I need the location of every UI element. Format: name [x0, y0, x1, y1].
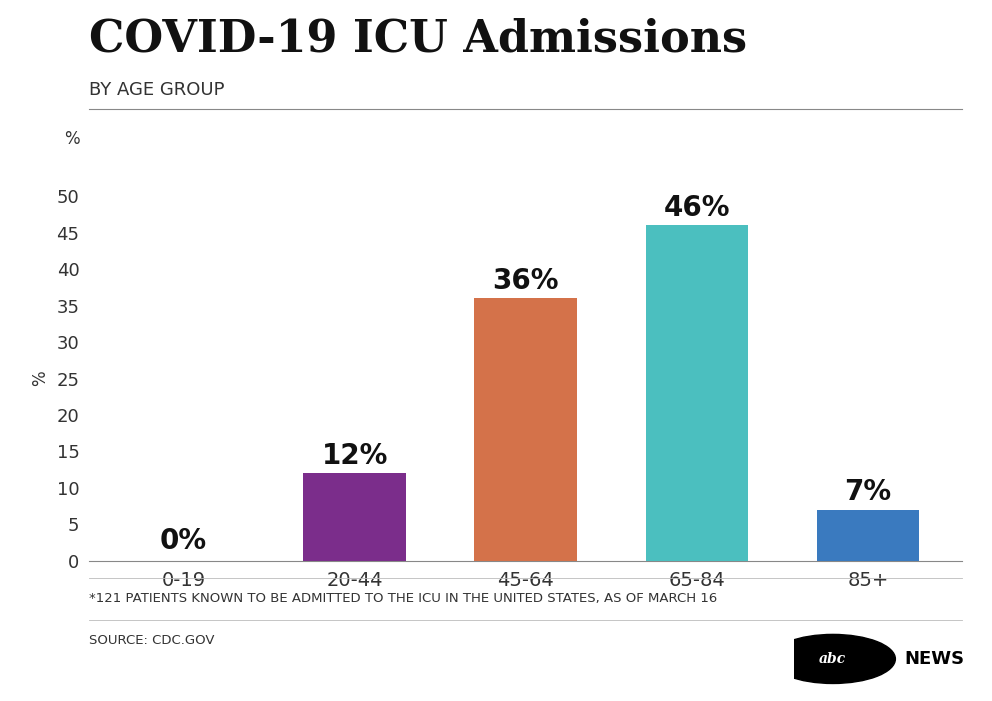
Text: BY AGE GROUP: BY AGE GROUP [89, 81, 225, 99]
Text: *121 PATIENTS KNOWN TO BE ADMITTED TO THE ICU IN THE UNITED STATES, AS OF MARCH : *121 PATIENTS KNOWN TO BE ADMITTED TO TH… [89, 592, 717, 606]
Text: COVID-19 ICU Admissions: COVID-19 ICU Admissions [89, 18, 747, 60]
Text: 46%: 46% [664, 193, 730, 222]
Bar [474, 299, 577, 561]
Text: 36%: 36% [492, 266, 559, 294]
Bar [304, 473, 406, 561]
Text: abc: abc [819, 652, 846, 666]
Bar [816, 510, 920, 561]
Text: 12%: 12% [321, 442, 388, 470]
Text: 7%: 7% [844, 478, 892, 506]
Text: 0%: 0% [160, 527, 207, 555]
Text: SOURCE: CDC.GOV: SOURCE: CDC.GOV [89, 634, 215, 648]
Bar [646, 226, 748, 561]
Y-axis label: %: % [32, 371, 50, 386]
Text: %: % [64, 130, 80, 148]
Text: NEWS: NEWS [905, 650, 964, 668]
Circle shape [771, 634, 896, 683]
